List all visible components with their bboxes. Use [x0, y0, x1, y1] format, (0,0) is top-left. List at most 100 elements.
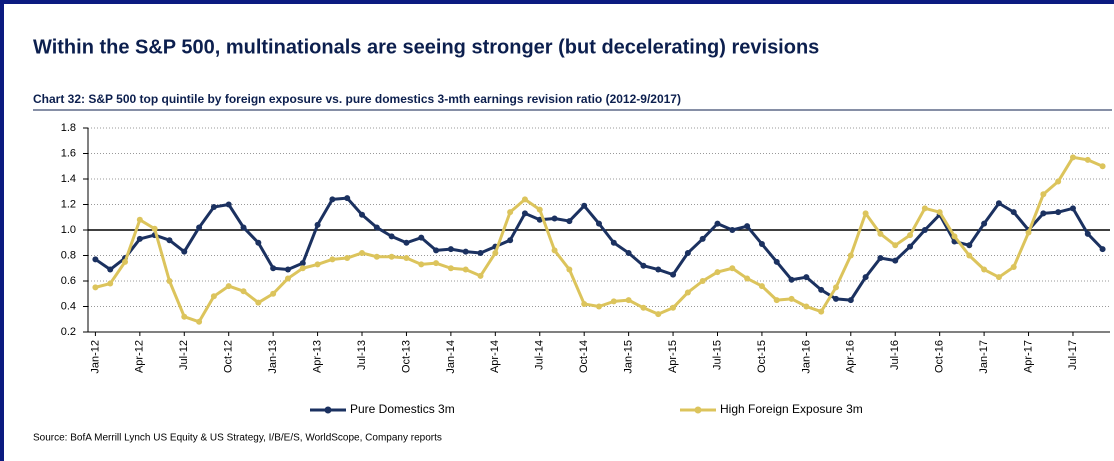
data-point — [832, 284, 839, 291]
data-point — [892, 242, 899, 249]
y-tick-label: 0.6 — [61, 275, 76, 287]
data-point — [255, 239, 262, 246]
data-point — [862, 274, 869, 281]
x-tick-label: Jul-17 — [1067, 340, 1079, 370]
y-tick-label: 1.6 — [61, 147, 76, 159]
x-tick-label: Apr-13 — [311, 340, 323, 373]
data-point — [403, 255, 410, 262]
data-point — [610, 298, 617, 305]
data-point — [744, 223, 751, 230]
x-tick-label: Jul-16 — [889, 340, 901, 370]
data-point — [981, 266, 988, 273]
x-tick-label: Jul-12 — [178, 340, 190, 370]
data-point — [270, 265, 277, 272]
data-point — [832, 295, 839, 302]
chart-subtitle: Chart 32: S&P 500 top quintile by foreig… — [33, 92, 681, 106]
x-tick-label: Jan-14 — [445, 340, 457, 374]
data-point — [1010, 263, 1017, 270]
data-point — [1084, 230, 1091, 237]
x-tick-label: Apr-14 — [489, 340, 501, 373]
data-point — [373, 253, 380, 260]
data-point — [1099, 163, 1106, 170]
data-point — [640, 262, 647, 269]
x-tick-label: Oct-12 — [223, 340, 235, 373]
data-point — [507, 209, 514, 216]
data-point — [847, 297, 854, 304]
data-point — [166, 278, 173, 284]
data-point — [566, 218, 573, 225]
data-point — [92, 284, 99, 291]
data-point — [744, 275, 751, 282]
data-point — [596, 220, 602, 227]
legend-label: Pure Domestics 3m — [350, 402, 455, 416]
data-point — [329, 196, 336, 203]
data-point — [284, 266, 291, 273]
data-point — [818, 308, 825, 315]
data-point — [684, 289, 691, 296]
data-point — [655, 266, 662, 273]
data-point — [196, 224, 203, 231]
data-point — [210, 204, 217, 211]
data-point — [433, 247, 440, 254]
data-point — [507, 237, 514, 244]
data-point — [758, 241, 765, 248]
y-tick-label: 1.8 — [61, 122, 76, 134]
data-point — [640, 304, 647, 311]
data-point — [773, 258, 780, 265]
data-point — [210, 293, 217, 300]
data-point — [921, 227, 928, 233]
data-point — [847, 252, 854, 259]
data-point — [714, 220, 721, 227]
data-point — [521, 210, 528, 217]
data-point — [314, 221, 321, 228]
x-tick-label: Apr-17 — [1022, 340, 1034, 373]
x-tick-label: Apr-15 — [667, 340, 679, 373]
data-point — [1040, 210, 1047, 217]
x-tick-label: Jan-12 — [89, 340, 101, 374]
data-point — [181, 248, 188, 255]
data-point — [151, 225, 158, 232]
data-point — [344, 255, 351, 262]
data-point — [670, 304, 677, 311]
data-point — [136, 235, 143, 242]
data-point — [373, 224, 380, 231]
data-point — [462, 266, 469, 273]
data-point — [596, 303, 602, 310]
data-point — [758, 283, 765, 290]
data-point — [447, 246, 454, 253]
data-point — [655, 311, 662, 318]
x-tick-label: Jan-13 — [267, 340, 279, 374]
y-tick-label: 0.2 — [61, 326, 76, 338]
data-point — [388, 253, 395, 260]
y-tick-label: 1.0 — [61, 224, 76, 236]
series-line — [95, 155, 1104, 324]
data-point — [551, 247, 558, 254]
data-point — [818, 286, 825, 293]
data-point — [92, 256, 99, 263]
data-point — [788, 276, 795, 283]
data-point — [181, 313, 188, 320]
data-point — [284, 275, 291, 282]
x-tick-label: Jul-13 — [356, 340, 368, 370]
data-point — [225, 283, 232, 290]
data-point — [359, 249, 366, 256]
data-point — [566, 266, 573, 273]
legend-marker — [324, 406, 332, 414]
data-point — [1099, 246, 1106, 253]
x-tick-label: Jan-17 — [978, 340, 990, 374]
data-point — [477, 272, 484, 279]
data-point — [521, 196, 528, 203]
legend-label: High Foreign Exposure 3m — [720, 402, 863, 416]
data-point — [255, 299, 262, 306]
x-tick-label: Oct-15 — [756, 340, 768, 373]
data-point — [1025, 229, 1032, 236]
data-point — [1084, 156, 1091, 163]
data-point — [981, 220, 988, 227]
data-point — [240, 288, 247, 295]
data-point — [329, 256, 336, 263]
data-point — [581, 300, 588, 307]
data-point — [966, 252, 973, 259]
data-point — [225, 201, 232, 208]
